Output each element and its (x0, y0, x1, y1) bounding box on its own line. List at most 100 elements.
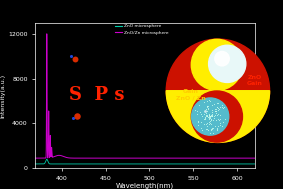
Point (207, 115, 212, 118)
Point (215, 127, 219, 130)
Point (207, 99, 212, 102)
Point (203, 114, 208, 117)
Point (208, 114, 213, 117)
Point (203, 110, 207, 113)
Point (217, 119, 221, 122)
Point (207, 115, 212, 118)
Point (217, 114, 222, 117)
Point (204, 122, 209, 125)
ZnO/Zn microsphere (253, 157, 256, 159)
Point (205, 106, 209, 109)
ZnO/Zn microsphere (165, 157, 169, 159)
Point (205, 115, 210, 118)
Point (215, 105, 219, 108)
Point (205, 105, 209, 108)
ZnO/Zn microsphere (214, 157, 217, 159)
Point (197, 104, 201, 107)
ZnO/Zn microsphere (45, 33, 48, 35)
Point (205, 104, 209, 107)
ZnO/Zn microsphere (198, 157, 201, 159)
Point (198, 113, 203, 116)
Point (215, 114, 220, 117)
Point (218, 123, 222, 126)
Point (213, 125, 217, 128)
Point (208, 115, 213, 118)
Point (206, 107, 210, 110)
Point (202, 113, 206, 116)
Point (208, 114, 213, 117)
Text: S  P s: S P s (69, 86, 125, 105)
Point (200, 129, 204, 132)
Point (195, 110, 199, 113)
Point (208, 119, 212, 122)
Point (71, 116, 75, 119)
ZnO microsphere (45, 158, 48, 160)
Point (202, 122, 206, 125)
Point (214, 112, 218, 115)
Point (211, 126, 215, 129)
Point (204, 128, 209, 131)
ZnO microsphere (214, 163, 217, 165)
Point (215, 127, 219, 130)
ZnO microsphere (165, 163, 169, 165)
Point (215, 105, 219, 108)
Point (220, 105, 225, 108)
Point (200, 114, 204, 117)
Point (208, 116, 213, 119)
Point (213, 110, 217, 113)
Line: ZnO/Zn microsphere: ZnO/Zn microsphere (35, 34, 255, 158)
Point (203, 116, 207, 119)
Point (212, 102, 217, 105)
Point (203, 114, 208, 117)
Point (216, 117, 220, 120)
Point (207, 114, 211, 117)
Point (206, 128, 211, 131)
ZnO/Zn microsphere (95, 157, 98, 159)
Point (73, 57, 77, 60)
Point (205, 124, 209, 127)
Point (212, 117, 216, 120)
Point (218, 122, 222, 125)
ZnO microsphere (176, 163, 180, 165)
Point (204, 100, 209, 103)
Circle shape (166, 39, 270, 142)
Point (207, 123, 211, 126)
Point (220, 106, 225, 109)
Point (209, 118, 214, 121)
Point (210, 118, 215, 121)
Line: ZnO microsphere: ZnO microsphere (35, 159, 255, 164)
Point (210, 115, 214, 118)
Point (207, 132, 212, 135)
Point (210, 110, 214, 113)
Point (204, 114, 209, 117)
Point (216, 109, 220, 112)
Point (217, 108, 221, 111)
Point (209, 114, 214, 117)
Point (220, 104, 224, 107)
Point (201, 100, 206, 103)
Point (203, 117, 208, 120)
Point (211, 131, 215, 134)
Point (209, 128, 213, 131)
Point (213, 108, 217, 111)
Point (206, 120, 211, 123)
ZnO/Zn microsphere (74, 157, 77, 159)
Point (223, 118, 228, 121)
Legend: ZnO microsphere, ZnO/Zn microsphere: ZnO microsphere, ZnO/Zn microsphere (114, 23, 169, 36)
ZnO/Zn microsphere (176, 157, 180, 159)
Point (207, 115, 212, 118)
Point (214, 108, 218, 111)
Point (207, 113, 211, 116)
Point (209, 126, 214, 129)
Point (220, 121, 225, 124)
Point (207, 116, 211, 119)
Point (216, 107, 220, 110)
Point (202, 117, 207, 120)
Point (209, 108, 214, 111)
Point (207, 115, 211, 119)
Point (207, 114, 211, 117)
Point (204, 112, 209, 115)
Point (203, 107, 208, 110)
Point (216, 113, 220, 116)
Point (210, 127, 215, 130)
